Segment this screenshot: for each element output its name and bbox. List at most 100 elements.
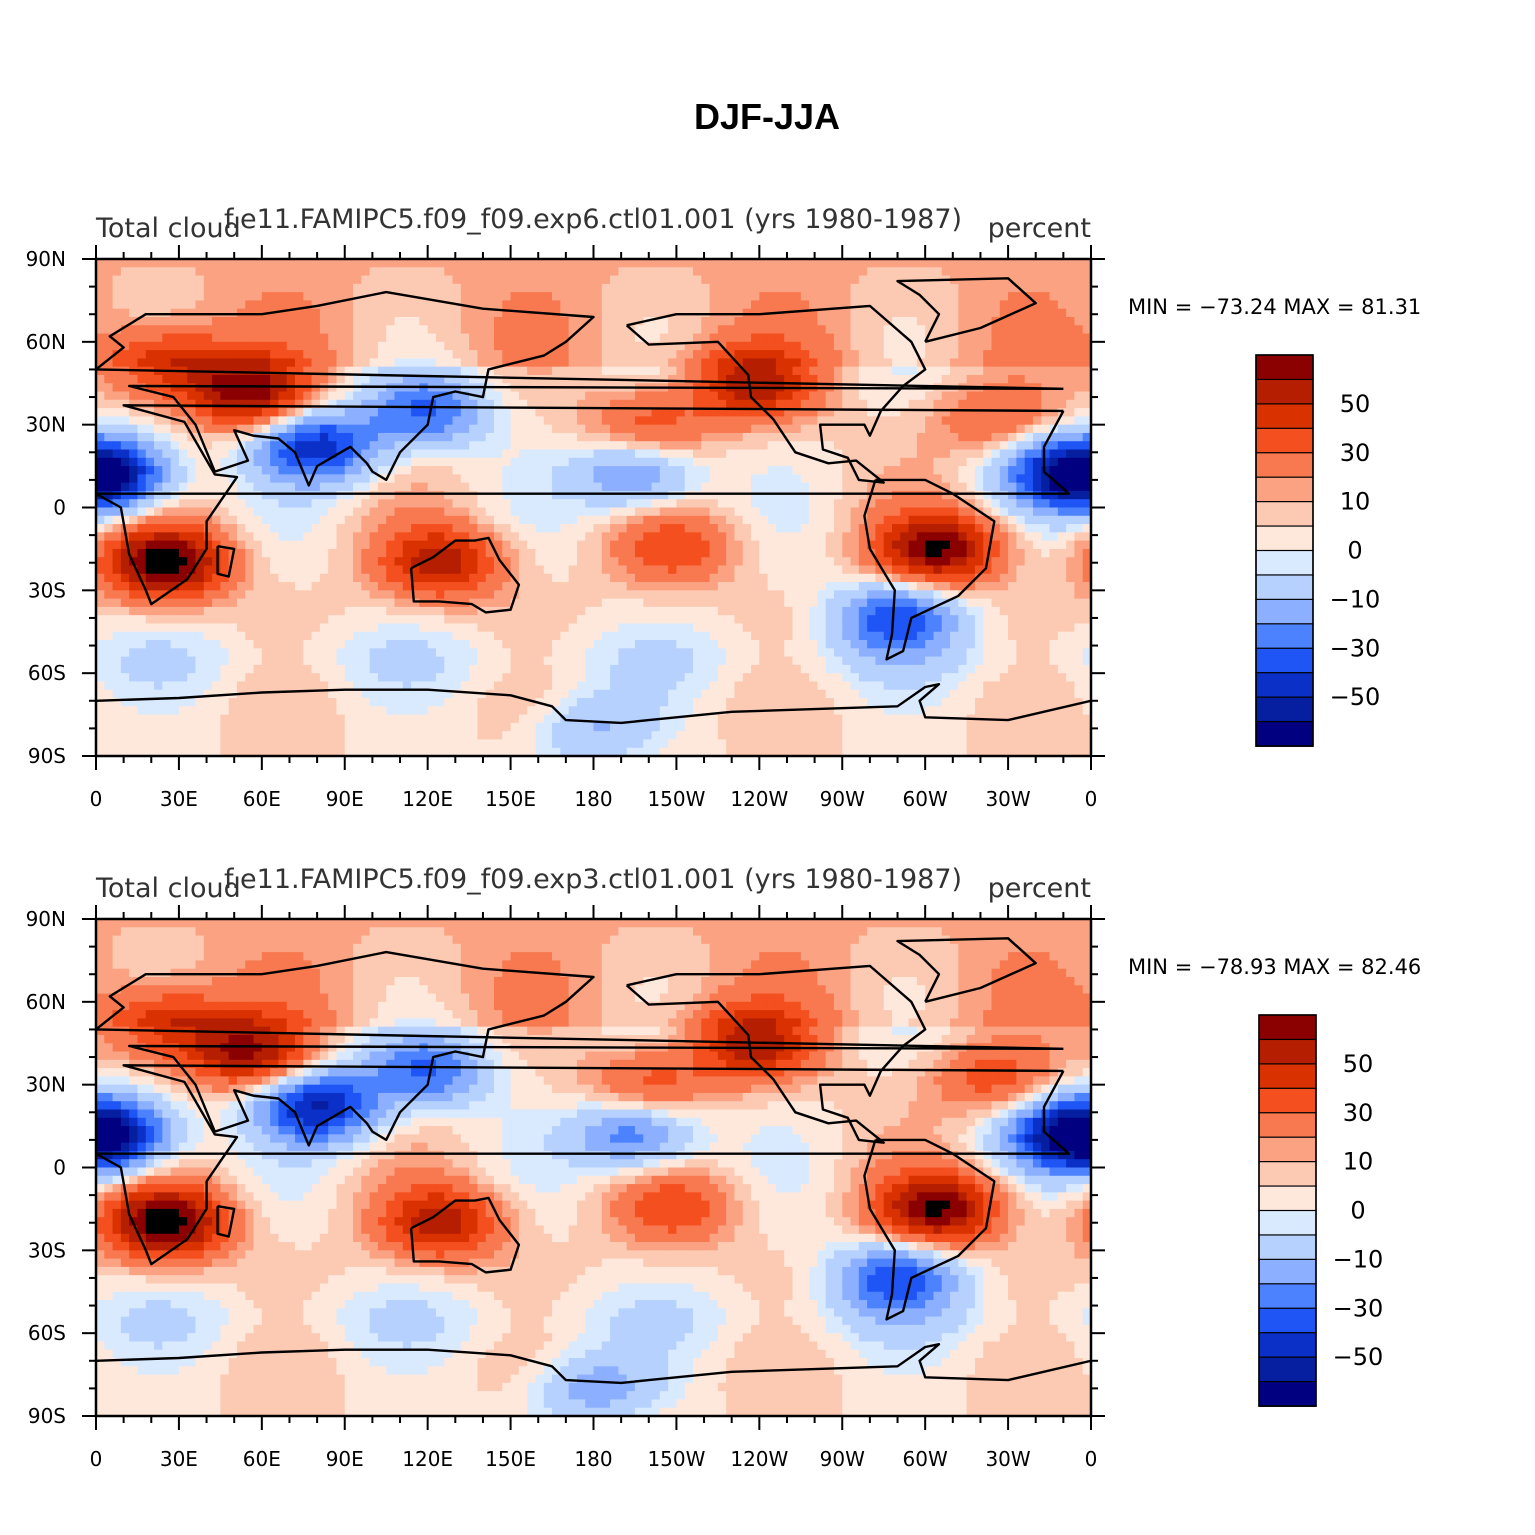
field-cell bbox=[510, 432, 520, 442]
field-cell bbox=[833, 408, 843, 417]
field-cell bbox=[1074, 582, 1084, 591]
field-cell bbox=[618, 316, 628, 326]
field-cell bbox=[1041, 408, 1051, 417]
field-cell bbox=[916, 300, 926, 310]
field-cell bbox=[742, 408, 752, 417]
field-cell bbox=[394, 540, 404, 550]
field-cell bbox=[1032, 557, 1042, 567]
field-cell bbox=[402, 457, 412, 467]
field-cell bbox=[145, 432, 155, 442]
field-cell bbox=[518, 399, 528, 409]
field-cell bbox=[137, 325, 147, 335]
field-cell bbox=[983, 540, 993, 550]
field-cell bbox=[966, 524, 976, 533]
field-cell bbox=[734, 259, 744, 268]
field-cell bbox=[245, 391, 255, 401]
field-cell bbox=[817, 308, 827, 318]
field-cell bbox=[1066, 466, 1076, 475]
field-cell bbox=[270, 598, 280, 608]
field-cell bbox=[411, 457, 420, 467]
field-cell bbox=[659, 582, 669, 591]
field-cell bbox=[386, 416, 396, 426]
field-cell bbox=[742, 424, 752, 434]
field-cell bbox=[634, 598, 644, 608]
field-cell bbox=[941, 341, 951, 351]
field-cell bbox=[751, 408, 760, 417]
field-cell bbox=[817, 292, 827, 302]
field-cell bbox=[328, 524, 338, 533]
field-cell bbox=[552, 275, 561, 285]
field-cell bbox=[369, 474, 379, 484]
field-cell bbox=[212, 515, 221, 525]
field-cell bbox=[303, 432, 313, 442]
field-cell bbox=[809, 308, 818, 318]
field-cell bbox=[154, 424, 163, 434]
field-cell bbox=[154, 457, 163, 467]
field-cell bbox=[908, 565, 918, 575]
field-cell bbox=[270, 391, 280, 401]
field-cell bbox=[676, 548, 686, 558]
field-cell bbox=[999, 432, 1009, 442]
field-cell bbox=[228, 432, 238, 442]
field-cell bbox=[875, 499, 885, 509]
field-cell bbox=[344, 408, 354, 417]
field-cell bbox=[477, 283, 487, 293]
field-cell bbox=[601, 590, 611, 600]
field-cell bbox=[386, 275, 396, 285]
field-cell bbox=[236, 300, 246, 310]
field-cell bbox=[1082, 424, 1091, 434]
field-cell bbox=[585, 573, 595, 583]
field-cell bbox=[585, 432, 595, 442]
field-cell bbox=[162, 399, 172, 409]
field-cell bbox=[162, 300, 172, 310]
field-cell bbox=[502, 358, 512, 368]
field-cell bbox=[377, 366, 387, 376]
field-cell bbox=[875, 358, 885, 368]
field-cell bbox=[236, 432, 246, 442]
field-cell bbox=[1057, 341, 1067, 351]
field-cell bbox=[767, 540, 777, 550]
field-cell bbox=[261, 325, 271, 335]
field-cell bbox=[1032, 275, 1042, 285]
field-cell bbox=[494, 573, 503, 583]
field-cell bbox=[618, 399, 628, 409]
field-cell bbox=[933, 540, 943, 550]
field-cell bbox=[809, 316, 818, 326]
field-cell bbox=[933, 391, 943, 401]
field-cell bbox=[767, 283, 777, 293]
field-cell bbox=[319, 482, 329, 492]
field-cell bbox=[643, 441, 653, 451]
field-cell bbox=[137, 540, 147, 550]
field-cell bbox=[319, 540, 329, 550]
field-cell bbox=[643, 366, 653, 376]
field-cell bbox=[634, 259, 644, 268]
field-cell bbox=[916, 457, 926, 467]
field-cell bbox=[775, 590, 785, 600]
field-cell bbox=[187, 482, 197, 492]
field-cell bbox=[104, 565, 114, 575]
field-cell bbox=[145, 300, 155, 310]
field-cell bbox=[527, 283, 537, 293]
field-cell bbox=[494, 441, 503, 451]
field-cell bbox=[137, 598, 147, 608]
field-cell bbox=[145, 358, 155, 368]
field-cell bbox=[701, 333, 711, 343]
field-cell bbox=[1074, 292, 1084, 302]
field-cell bbox=[809, 275, 818, 285]
field-cell bbox=[402, 515, 412, 525]
field-cell bbox=[717, 582, 727, 591]
field-cell bbox=[1049, 275, 1059, 285]
field-cell bbox=[817, 267, 827, 277]
field-cell bbox=[618, 474, 628, 484]
field-cell bbox=[850, 582, 860, 591]
field-cell bbox=[411, 416, 420, 426]
field-cell bbox=[220, 499, 230, 509]
field-cell bbox=[1082, 515, 1091, 525]
field-cell bbox=[1049, 325, 1059, 335]
field-cell bbox=[726, 275, 736, 285]
field-cell bbox=[1008, 416, 1017, 426]
field-cell bbox=[170, 499, 180, 509]
field-cell bbox=[96, 341, 105, 351]
field-cell bbox=[112, 259, 122, 268]
field-cell bbox=[1041, 449, 1051, 459]
